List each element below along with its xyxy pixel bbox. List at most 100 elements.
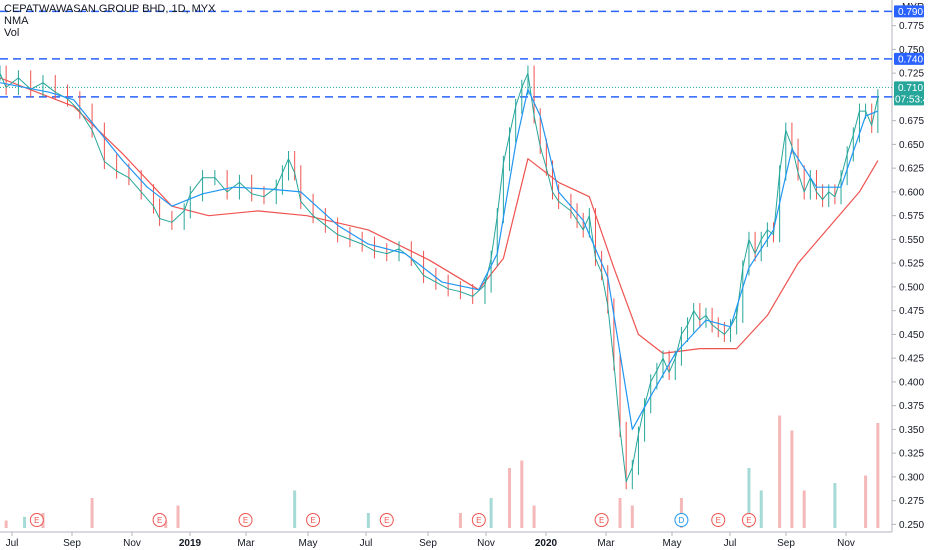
event-marker-label: E bbox=[34, 516, 39, 525]
y-tick-label: 0.375 bbox=[899, 401, 924, 412]
y-tick-label: 0.400 bbox=[899, 377, 924, 388]
x-tick-label: 2020 bbox=[535, 538, 558, 549]
event-marker bbox=[594, 513, 609, 527]
volume-layer bbox=[4, 415, 880, 528]
event-marker bbox=[379, 513, 394, 527]
event-marker-label: E bbox=[384, 516, 389, 525]
x-tick-label: May bbox=[299, 538, 318, 549]
level-tag-label: 0.790 bbox=[898, 7, 923, 18]
y-tick-label: 0.725 bbox=[899, 69, 924, 80]
price-line bbox=[0, 72, 879, 483]
volume-bar bbox=[778, 415, 782, 528]
y-tick-label: 0.325 bbox=[899, 449, 924, 460]
volume-bar bbox=[759, 490, 763, 528]
event-marker-label: E bbox=[310, 516, 315, 525]
y-tick-label: 0.525 bbox=[899, 259, 924, 270]
volume-bar bbox=[864, 475, 868, 528]
volume-bar bbox=[618, 498, 622, 528]
volume-bar bbox=[23, 516, 27, 528]
volume-bar bbox=[164, 520, 168, 528]
chart-legend: CEPATWAWASAN GROUP BHD, 1D, MYX NMA Vol bbox=[4, 3, 215, 39]
y-tick-label: 0.600 bbox=[899, 187, 924, 198]
y-tick-label: 0.625 bbox=[899, 164, 924, 175]
level-tag bbox=[894, 52, 924, 65]
volume-bar bbox=[458, 513, 462, 528]
event-marker bbox=[471, 513, 486, 527]
volume-bar bbox=[520, 460, 524, 528]
y-tick-label: 0.300 bbox=[899, 472, 924, 483]
volume-bar bbox=[630, 505, 634, 528]
x-tick-label: Jul bbox=[6, 538, 19, 549]
levels-layer bbox=[0, 10, 892, 98]
ma-slow-line bbox=[0, 77, 879, 354]
volume-bar bbox=[4, 520, 8, 528]
volume-bar bbox=[876, 423, 880, 528]
x-tick-label: May bbox=[663, 538, 682, 549]
x-tick-label: Jul bbox=[360, 538, 373, 549]
x-tick-label: Mar bbox=[237, 538, 255, 549]
y-tick-label: 0.750 bbox=[899, 45, 924, 56]
y-tick-label: 0.275 bbox=[899, 496, 924, 507]
indicator-label[interactable]: NMA bbox=[4, 15, 29, 27]
volume-bar bbox=[790, 430, 794, 528]
time-axis[interactable]: Jul Sep Nov 2019 Mar May Jul Sep Nov 2020 Mar May Ju… bbox=[6, 532, 855, 549]
volume-bar bbox=[489, 498, 493, 528]
y-tick-label: 0.675 bbox=[899, 116, 924, 127]
event-marker bbox=[306, 513, 321, 527]
x-tick-label: 2019 bbox=[179, 538, 202, 549]
volume-bar bbox=[802, 490, 806, 528]
volume-bar bbox=[90, 498, 94, 528]
event-marker bbox=[711, 513, 726, 527]
last-price-label: 0.710 bbox=[898, 83, 923, 94]
ma-fast-line bbox=[0, 82, 879, 430]
x-tick-label: Sep bbox=[63, 538, 81, 549]
volume-bar bbox=[532, 505, 536, 528]
event-marker bbox=[741, 513, 756, 527]
volume-bar bbox=[176, 505, 180, 528]
x-tick-label: Nov bbox=[837, 538, 855, 549]
event-marker-label: D bbox=[679, 516, 685, 525]
level-tag-label: 0.740 bbox=[898, 54, 923, 65]
event-marker-label: E bbox=[746, 516, 751, 525]
event-marker-label: E bbox=[716, 516, 721, 525]
y-tick-label: 0.450 bbox=[899, 330, 924, 341]
event-marker bbox=[238, 513, 253, 527]
y-tick-label: 0.500 bbox=[899, 282, 924, 293]
event-marker-label: E bbox=[157, 516, 162, 525]
x-tick-label: Sep bbox=[777, 538, 795, 549]
event-marker bbox=[674, 513, 689, 527]
volume-label[interactable]: Vol bbox=[4, 27, 20, 39]
event-marker bbox=[152, 513, 167, 527]
volume-bar bbox=[833, 483, 837, 528]
y-tick-label: 0.775 bbox=[899, 21, 924, 32]
countdown-label: 07:53:46 bbox=[895, 94, 932, 105]
x-tick-label: Nov bbox=[123, 538, 141, 549]
chart-grid bbox=[0, 0, 893, 533]
event-marker-label: E bbox=[476, 516, 481, 525]
lines-layer bbox=[0, 65, 879, 490]
last-price-tag bbox=[894, 81, 924, 106]
symbol-title[interactable]: CEPATWAWASAN GROUP BHD, 1D, MYX bbox=[4, 3, 216, 15]
y-tick-label: 0.575 bbox=[899, 211, 924, 222]
level-tag bbox=[894, 5, 924, 18]
x-tick-label: Nov bbox=[477, 538, 495, 549]
y-tick-label: 0.425 bbox=[899, 354, 924, 365]
y-tick-label: 0.475 bbox=[899, 306, 924, 317]
volume-bar bbox=[747, 468, 751, 528]
y-tick-label: 0.650 bbox=[899, 140, 924, 151]
volume-bar bbox=[293, 490, 297, 528]
x-tick-label: Sep bbox=[419, 538, 437, 549]
event-marker bbox=[29, 513, 44, 527]
volume-bar bbox=[366, 513, 370, 528]
y-tick-label: 0.250 bbox=[899, 520, 924, 531]
y-tick-label: 0.550 bbox=[899, 235, 924, 246]
x-tick-label: Jul bbox=[724, 538, 737, 549]
x-tick-label: Mar bbox=[597, 538, 615, 549]
volume-bar bbox=[508, 468, 512, 528]
event-marker-label: E bbox=[599, 516, 604, 525]
y-tick-label: 0.350 bbox=[899, 425, 924, 436]
price-axis[interactable]: MYR 0.2500.2750.3000.3250.3500.3750.4000… bbox=[892, 2, 924, 531]
